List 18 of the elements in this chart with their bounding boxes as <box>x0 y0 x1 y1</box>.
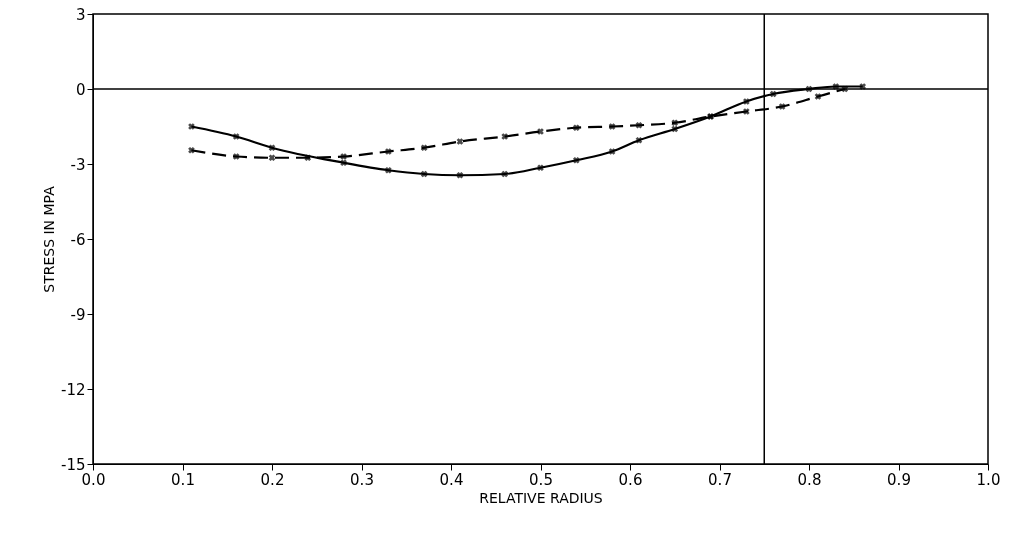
x-tick-label: 0.2 <box>260 470 285 489</box>
x-tick-label: 0.7 <box>708 470 732 489</box>
x-tick-label: 0.8 <box>797 470 822 489</box>
x-tick-label: 0.3 <box>350 470 374 489</box>
y-tick-label: -3 <box>70 155 86 174</box>
x-tick-label: 1.0 <box>976 470 1001 489</box>
x-axis-title: RELATIVE RADIUS <box>479 489 603 506</box>
y-axis-title: STRESS IN MPA <box>41 185 57 293</box>
y-tick-label: 3 <box>75 5 86 24</box>
y-tick-label: 0 <box>75 80 86 99</box>
x-tick-label: 0.9 <box>887 470 911 489</box>
y-tick-label: -12 <box>61 380 86 399</box>
x-tick-label: 0.5 <box>529 470 553 489</box>
y-tick-label: -6 <box>70 230 86 249</box>
x-tick-label: 0.4 <box>439 470 464 489</box>
x-tick-label: 0.1 <box>171 470 195 489</box>
x-tick-label: 0.6 <box>618 470 643 489</box>
y-tick-label: -9 <box>70 305 86 324</box>
